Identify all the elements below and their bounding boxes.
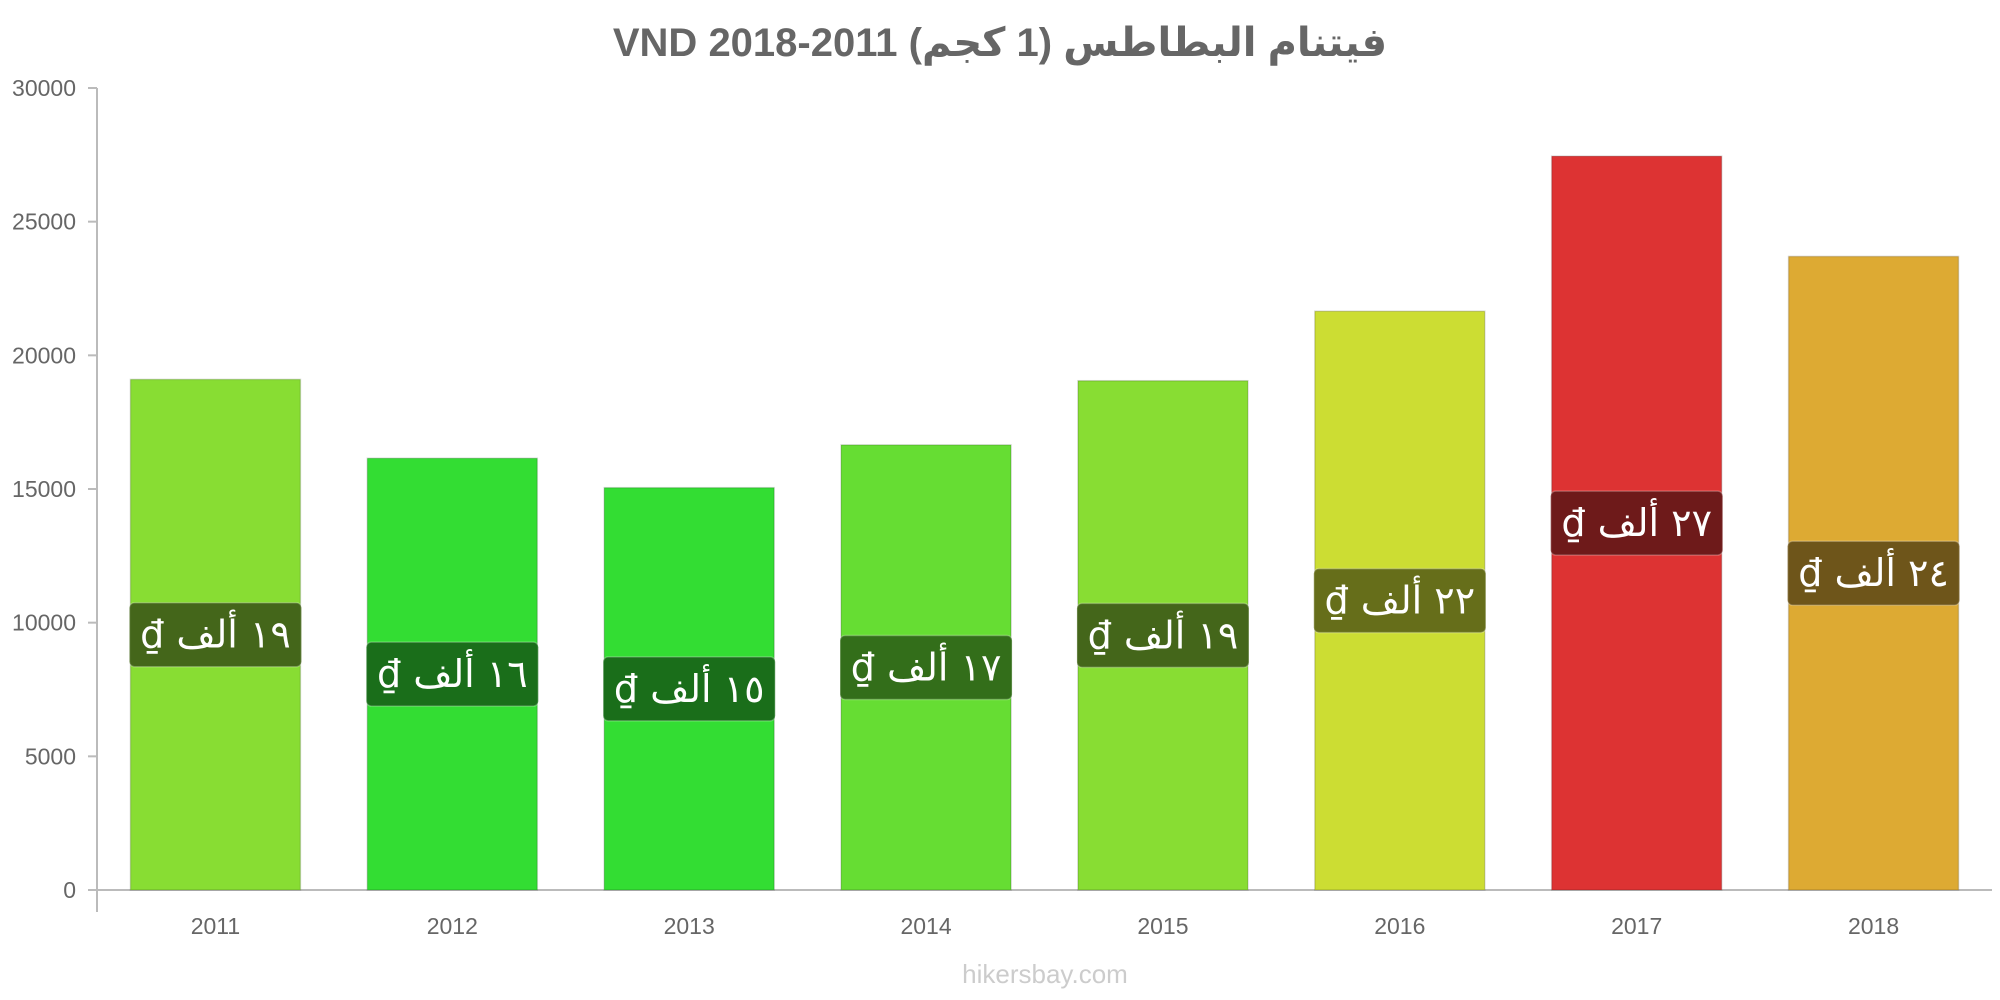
data-label: ٢٤ ألف ₫ — [1798, 548, 1949, 595]
data-label: ١٧ ألف ₫ — [851, 642, 1002, 689]
y-tick-label: 25000 — [12, 209, 76, 235]
x-axis-labels: 2011 2012 2013 2014 2015 2016 2017 2018 — [191, 913, 1899, 939]
y-axis-ticks: 0 5000 10000 15000 20000 25000 30000 — [12, 75, 97, 903]
x-tick-label: 2013 — [664, 913, 715, 939]
data-label-box — [365, 641, 540, 707]
data-label: ١٩ ألف ₫ — [140, 610, 291, 657]
x-tick-label: 2015 — [1137, 913, 1188, 939]
data-labels-group: ١٩ ألف ₫ ١٦ ألف ₫ ١٥ ألف ₫ ١٧ ألف ₫ ١٩ ألف ₫… — [128, 490, 1961, 722]
source-footer: hikersbay.com — [962, 959, 1128, 989]
x-tick-label: 2011 — [191, 913, 240, 939]
x-tick-label: 2016 — [1374, 913, 1425, 939]
x-tick-label: 2018 — [1848, 913, 1899, 939]
data-label: ١٩ ألف ₫ — [1088, 610, 1239, 657]
y-tick-label: 20000 — [12, 342, 76, 368]
data-label: ١٥ ألف ₫ — [614, 664, 765, 711]
y-tick-label: 5000 — [25, 743, 76, 769]
y-tick-label: 30000 — [12, 75, 76, 101]
x-tick-label: 2014 — [900, 913, 951, 939]
data-label-box — [1313, 567, 1487, 634]
data-label: ١٦ ألف ₫ — [377, 649, 528, 696]
data-label: ٢٧ ألف ₫ — [1561, 498, 1712, 545]
data-label-box — [128, 601, 303, 668]
x-tick-label: 2012 — [427, 913, 478, 939]
chart-title: فيتنام البطاطس (1 كجم) 2011-2018 VND — [613, 21, 1387, 66]
data-label: ٢٢ ألف ₫ — [1324, 576, 1475, 623]
y-tick-label: 10000 — [12, 610, 76, 636]
data-label-box — [602, 656, 776, 722]
data-label-box — [839, 634, 1013, 701]
y-tick-label: 0 — [63, 877, 76, 903]
data-label-box — [1076, 602, 1250, 669]
y-tick-label: 15000 — [12, 476, 76, 502]
data-label-box — [1549, 490, 1724, 556]
x-tick-label: 2017 — [1611, 913, 1662, 939]
data-label-box — [1786, 540, 1961, 606]
